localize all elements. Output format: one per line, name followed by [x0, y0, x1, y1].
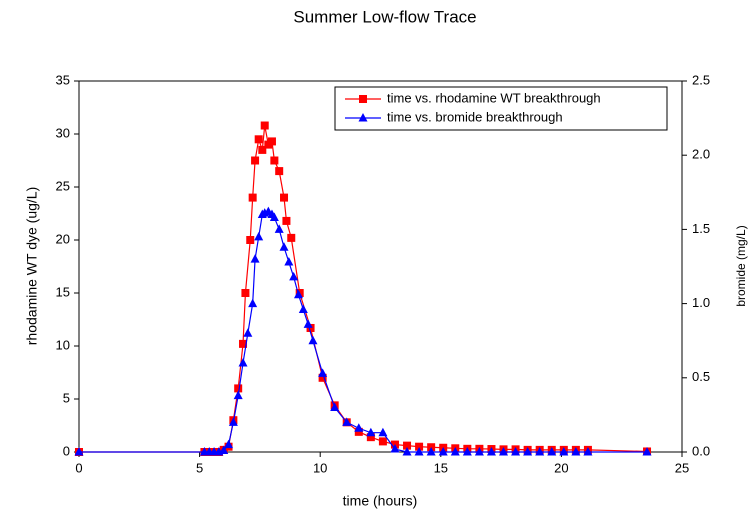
- x-tick-label: 5: [196, 460, 203, 475]
- marker: [438, 447, 448, 456]
- marker: [306, 323, 315, 332]
- y-tick-label: 15: [56, 284, 70, 299]
- y-tick-label: 25: [56, 178, 70, 193]
- marker: [559, 447, 569, 456]
- x-tick-label: 15: [434, 460, 448, 475]
- marker: [390, 444, 400, 453]
- series-line: [79, 210, 648, 453]
- marker: [303, 319, 313, 328]
- marker: [330, 402, 340, 411]
- y-tick-label: 0: [63, 443, 70, 458]
- marker: [289, 271, 299, 281]
- marker: [378, 437, 387, 446]
- y-tick-label: 35: [56, 72, 70, 87]
- marker: [486, 447, 496, 456]
- marker: [358, 113, 368, 122]
- marker: [583, 447, 593, 456]
- marker: [246, 236, 255, 244]
- marker: [234, 384, 243, 393]
- marker: [228, 417, 238, 426]
- x-tick-label: 20: [554, 460, 568, 475]
- marker: [248, 193, 257, 202]
- y2-tick-label: 2.0: [692, 147, 710, 162]
- marker: [511, 447, 521, 456]
- marker: [342, 417, 352, 426]
- marker: [250, 254, 260, 263]
- marker: [318, 368, 328, 377]
- marker: [318, 373, 327, 382]
- marker: [535, 447, 545, 456]
- marker: [499, 447, 509, 456]
- marker: [523, 447, 533, 456]
- legend-label: time vs. rhodamine WT breakthrough: [387, 90, 601, 105]
- marker: [233, 390, 243, 400]
- marker: [269, 212, 279, 222]
- marker: [642, 447, 652, 456]
- y-tick-label: 30: [56, 125, 70, 140]
- marker: [248, 298, 258, 308]
- y2-tick-label: 0.0: [692, 443, 710, 458]
- marker: [224, 439, 234, 449]
- y-tick-label: 5: [63, 390, 70, 405]
- marker: [274, 224, 284, 233]
- marker: [238, 357, 248, 367]
- marker: [74, 447, 84, 456]
- y2-tick-label: 1.5: [692, 221, 710, 236]
- marker: [284, 257, 294, 266]
- marker: [275, 167, 284, 176]
- y-axis-title: rhodamine WT dye (ug/L): [24, 187, 40, 345]
- marker: [474, 447, 484, 456]
- marker: [354, 427, 363, 436]
- marker: [267, 137, 276, 146]
- marker: [270, 156, 279, 165]
- x-axis-title: time (hours): [343, 493, 418, 509]
- marker: [359, 95, 367, 103]
- marker: [279, 242, 289, 251]
- marker: [243, 328, 253, 337]
- x-tick-label: 25: [675, 460, 689, 475]
- marker: [219, 445, 229, 455]
- marker: [402, 447, 412, 456]
- y-tick-label: 20: [56, 231, 70, 246]
- marker: [287, 233, 296, 242]
- marker: [280, 193, 289, 202]
- plot-frame: [78, 80, 683, 453]
- marker: [298, 304, 308, 314]
- marker: [547, 447, 557, 456]
- marker: [450, 447, 460, 456]
- marker: [414, 447, 424, 456]
- marker: [239, 339, 248, 348]
- marker: [366, 427, 376, 437]
- marker: [354, 423, 364, 432]
- y2-tick-label: 2.5: [692, 72, 710, 87]
- y2-tick-label: 1.0: [692, 295, 710, 310]
- marker: [293, 289, 303, 299]
- marker: [254, 135, 263, 144]
- y2-axis-title: bromide (mg/L): [734, 225, 748, 306]
- marker: [308, 335, 318, 345]
- marker: [403, 441, 412, 450]
- marker: [241, 289, 250, 297]
- marker: [282, 216, 291, 225]
- x-tick-label: 0: [75, 460, 82, 475]
- marker: [571, 447, 581, 456]
- chart-title: Summer Low-flow Trace: [293, 7, 476, 26]
- marker: [258, 145, 267, 154]
- legend-box: [334, 86, 668, 131]
- marker: [378, 427, 388, 437]
- marker: [415, 442, 424, 451]
- y-tick-label: 10: [56, 337, 70, 352]
- y2-tick-label: 0.5: [692, 369, 710, 384]
- marker: [260, 121, 269, 130]
- x-tick-label: 10: [313, 460, 327, 475]
- legend-label: time vs. bromide breakthrough: [387, 109, 563, 124]
- marker: [462, 447, 472, 456]
- marker: [366, 433, 375, 442]
- marker: [426, 447, 436, 456]
- series-line: [79, 125, 648, 453]
- marker: [251, 156, 260, 165]
- marker: [254, 231, 264, 241]
